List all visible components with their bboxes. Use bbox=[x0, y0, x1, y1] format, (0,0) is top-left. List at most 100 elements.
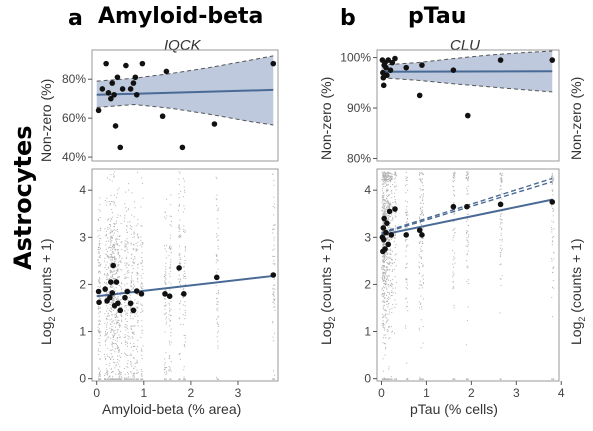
cell-dot bbox=[500, 378, 502, 380]
cell-dot bbox=[111, 378, 113, 380]
cell-dot bbox=[120, 378, 122, 380]
cell-dot bbox=[385, 172, 387, 174]
cell-dot bbox=[116, 378, 118, 380]
cell-dot bbox=[390, 227, 392, 229]
cell-dot bbox=[108, 315, 110, 317]
cell-dot bbox=[113, 260, 115, 262]
cell-dot bbox=[131, 272, 133, 274]
cell-dot bbox=[382, 378, 384, 380]
cell-dot bbox=[178, 224, 180, 226]
cell-dot bbox=[387, 263, 389, 265]
cell-dot bbox=[390, 238, 392, 240]
cell-dot bbox=[467, 279, 469, 281]
cell-dot bbox=[382, 193, 384, 195]
cell-dot bbox=[117, 347, 119, 349]
y-tick-label: 0 bbox=[364, 372, 371, 386]
cell-dot bbox=[421, 172, 423, 174]
cell-dot bbox=[183, 378, 185, 380]
cell-dot bbox=[422, 173, 424, 175]
cell-dot bbox=[168, 314, 170, 316]
cell-dot bbox=[130, 305, 132, 307]
cell-dot bbox=[386, 328, 388, 330]
data-point bbox=[107, 294, 113, 301]
cell-dot bbox=[130, 378, 132, 380]
cell-dot bbox=[183, 378, 185, 380]
cell-dot bbox=[178, 171, 180, 173]
cell-dot bbox=[117, 276, 119, 278]
cell-dot bbox=[405, 221, 407, 223]
cell-dot bbox=[111, 356, 113, 358]
cell-dot bbox=[467, 378, 469, 380]
cell-dot bbox=[103, 274, 105, 276]
cell-dot bbox=[106, 324, 108, 326]
cell-dot bbox=[384, 179, 386, 181]
cell-dot bbox=[382, 246, 384, 248]
cell-dot bbox=[500, 221, 502, 223]
cell-dot bbox=[499, 173, 501, 175]
cell-dot bbox=[384, 378, 386, 380]
cell-dot bbox=[121, 283, 123, 285]
cell-dot bbox=[180, 280, 182, 282]
cell-dot bbox=[178, 254, 180, 256]
cell-dot bbox=[113, 256, 115, 258]
cell-dot bbox=[114, 256, 116, 258]
cell-dot bbox=[115, 364, 117, 366]
cell-dot bbox=[170, 267, 172, 269]
cell-dot bbox=[169, 289, 171, 291]
cell-dot bbox=[383, 378, 385, 380]
cell-dot bbox=[384, 298, 386, 300]
cell-dot bbox=[121, 372, 123, 374]
data-point bbox=[386, 208, 393, 215]
cell-dot bbox=[178, 278, 180, 280]
cell-dot bbox=[454, 213, 456, 215]
cell-dot bbox=[104, 260, 106, 262]
cell-dot bbox=[170, 378, 172, 380]
cell-dot bbox=[384, 210, 386, 212]
cell-dot bbox=[116, 321, 118, 323]
cell-dot bbox=[121, 289, 123, 291]
cell-dot bbox=[180, 293, 182, 295]
cell-dot bbox=[395, 201, 397, 203]
cell-dot bbox=[391, 259, 393, 261]
cell-dot bbox=[183, 366, 185, 368]
cell-dot bbox=[395, 259, 397, 261]
cell-dot bbox=[421, 213, 423, 215]
cell-dot bbox=[383, 265, 385, 267]
cell-dot bbox=[386, 300, 388, 302]
cell-dot bbox=[387, 269, 389, 271]
cell-dot bbox=[392, 183, 394, 185]
cell-dot bbox=[109, 271, 111, 273]
data-point bbox=[383, 64, 389, 71]
cell-dot bbox=[384, 255, 386, 257]
cell-dot bbox=[421, 275, 423, 277]
cell-dot bbox=[131, 325, 133, 327]
cell-dot bbox=[405, 214, 407, 216]
cell-dot bbox=[386, 188, 388, 190]
cell-dot bbox=[124, 326, 126, 328]
cell-dot bbox=[385, 378, 387, 380]
cell-dot bbox=[452, 287, 454, 289]
cell-dot bbox=[116, 228, 118, 230]
cell-dot bbox=[454, 195, 456, 197]
cell-dot bbox=[419, 378, 421, 380]
cell-dot bbox=[381, 174, 383, 176]
cell-dot bbox=[127, 309, 129, 311]
cell-dot bbox=[97, 218, 99, 220]
cell-dot bbox=[382, 259, 384, 261]
cell-dot bbox=[420, 206, 422, 208]
cell-dot bbox=[116, 299, 118, 301]
cell-dot bbox=[467, 267, 469, 269]
cell-dot bbox=[383, 304, 385, 306]
cell-dot bbox=[382, 378, 384, 380]
cell-dot bbox=[129, 297, 131, 299]
cell-dot bbox=[136, 234, 138, 236]
cell-dot bbox=[501, 222, 503, 224]
cell-dot bbox=[553, 251, 555, 253]
cell-dot bbox=[389, 262, 391, 264]
cell-dot bbox=[99, 358, 101, 360]
cell-dot bbox=[183, 334, 185, 336]
cell-dot bbox=[124, 352, 126, 354]
cell-dot bbox=[119, 276, 121, 278]
cell-dot bbox=[383, 256, 385, 258]
cell-dot bbox=[111, 237, 113, 239]
